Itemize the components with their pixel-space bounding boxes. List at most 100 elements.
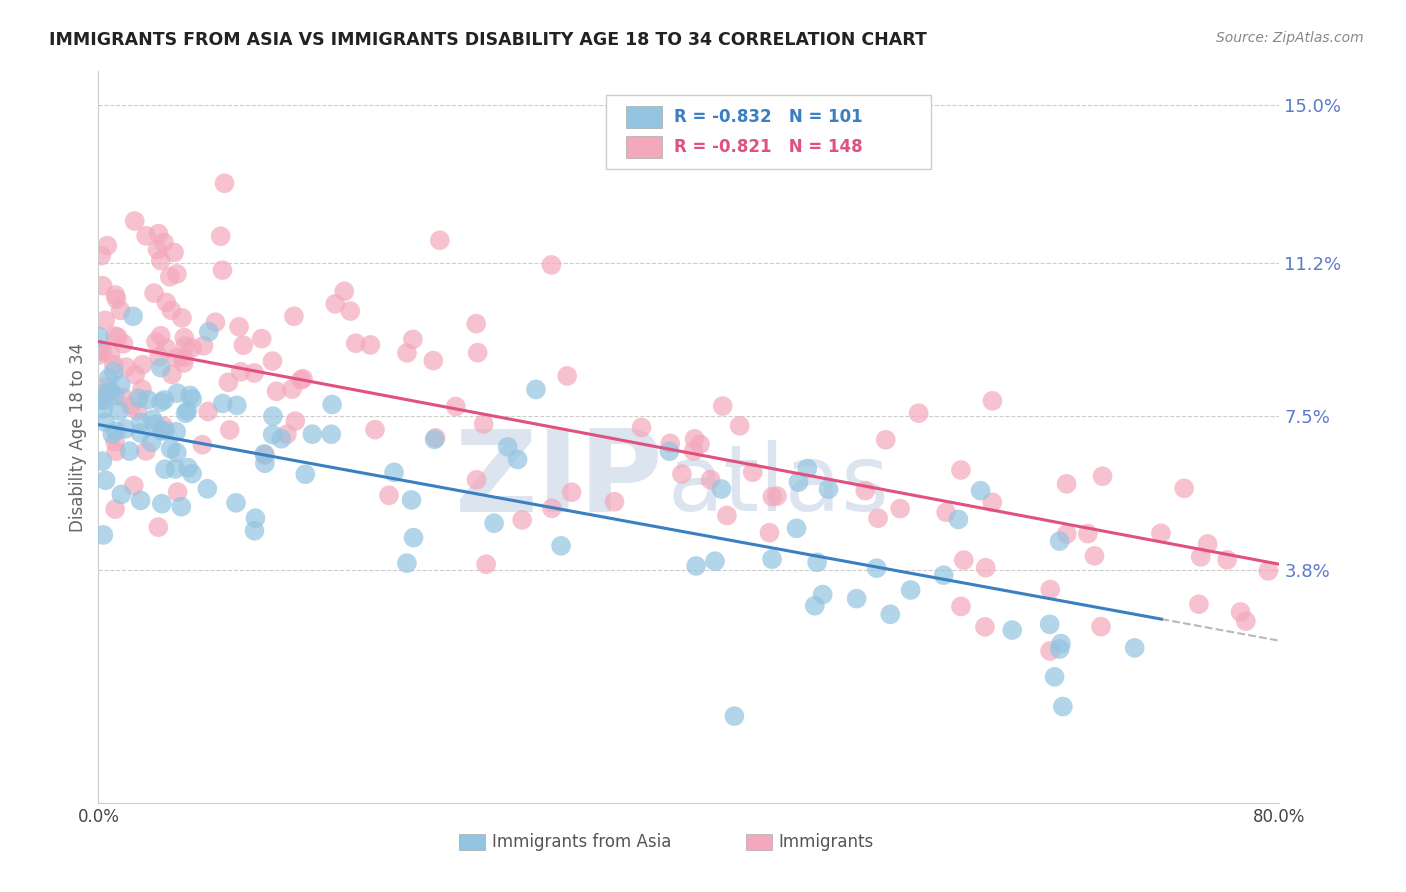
Point [153,462,176,476]
Point [98,384,121,398]
Point [218,423,240,437]
Point [603,494,626,508]
Point [969,483,991,498]
Point [1049,534,1071,549]
Point [89,329,111,343]
Point [87,343,110,357]
Point [425,431,447,445]
Point [100,347,122,361]
Point [796,461,818,475]
Point [181,392,204,406]
Point [1090,620,1112,634]
Point [166,485,188,500]
Point [115,360,138,375]
Text: R = -0.832   N = 101: R = -0.832 N = 101 [673,109,862,127]
Point [723,709,745,723]
Point [136,392,159,407]
Point [689,437,711,451]
Point [741,465,763,479]
Point [262,354,284,368]
Point [176,404,198,418]
Point [172,351,194,365]
Point [211,396,233,410]
Point [90,249,112,263]
Bar [626,106,662,128]
Point [510,513,533,527]
Text: atlas: atlas [668,440,890,530]
Point [179,388,201,402]
Text: Source: ZipAtlas.com: Source: ZipAtlas.com [1216,31,1364,45]
Point [262,409,284,424]
Point [90,386,112,401]
Point [204,315,226,329]
Point [875,433,897,447]
Point [229,365,252,379]
Point [225,398,247,412]
Point [105,292,128,306]
Point [253,456,276,470]
Point [245,511,267,525]
Point [104,288,127,302]
Point [630,420,652,434]
Point [103,358,125,372]
Bar [745,834,772,850]
Point [101,427,124,442]
Point [149,395,172,409]
Point [699,473,721,487]
Point [195,482,218,496]
Point [1039,617,1062,632]
Point [711,399,734,413]
Point [682,444,704,458]
Point [284,414,307,428]
Point [155,341,177,355]
Point [974,620,997,634]
Point [170,310,193,325]
Point [143,286,166,301]
Point [94,415,117,429]
Point [120,399,142,413]
Point [550,539,572,553]
Point [378,488,401,502]
Point [128,391,150,405]
Point [153,392,176,407]
Point [197,404,219,418]
Point [243,524,266,538]
Point [1056,527,1078,541]
Point [1216,553,1239,567]
Point [118,444,141,458]
Point [135,444,157,458]
Point [658,444,681,458]
Point [228,319,250,334]
Text: ZIP: ZIP [454,425,664,536]
Point [949,599,972,614]
Point [159,269,181,284]
Text: Immigrants from Asia: Immigrants from Asia [492,833,671,851]
Point [981,393,1004,408]
Point [889,501,911,516]
Text: R = -0.821   N = 148: R = -0.821 N = 148 [673,137,862,156]
Point [91,345,114,359]
Point [1229,605,1251,619]
Point [948,512,970,526]
Point [129,425,152,440]
Point [148,350,170,364]
Point [153,235,176,250]
Point [142,412,165,426]
Point [225,496,247,510]
Point [266,384,288,399]
Point [153,424,176,438]
Point [1257,564,1279,578]
Point [555,368,578,383]
Point [165,425,187,439]
Point [165,462,187,476]
Point [217,376,239,390]
Point [193,339,215,353]
Point [1189,549,1212,564]
Point [270,432,292,446]
Point [232,338,254,352]
Point [540,258,562,272]
Point [96,238,118,252]
Point [475,557,498,571]
Point [253,447,276,461]
Point [214,176,236,190]
